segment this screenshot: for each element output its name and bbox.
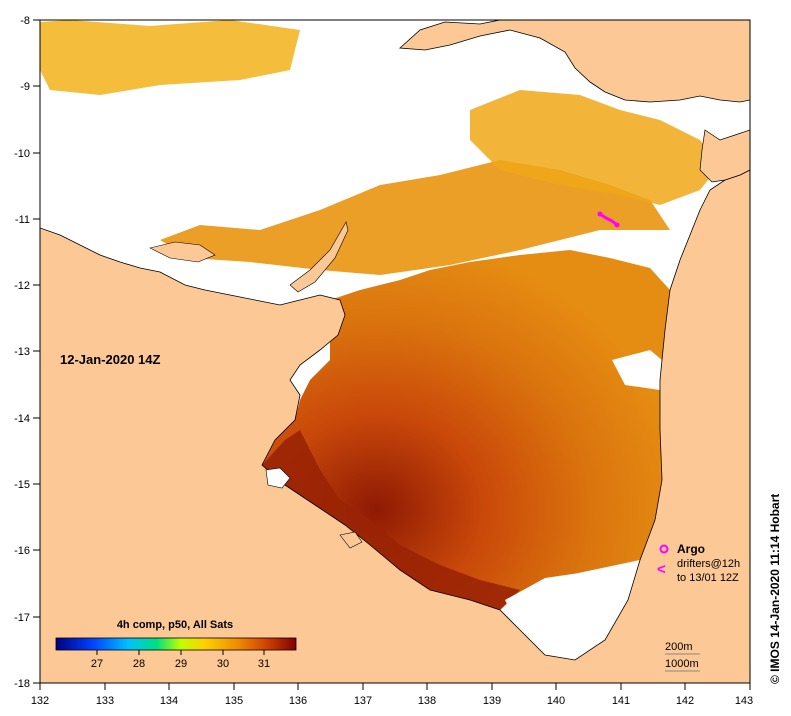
x-tick-133: 133 (96, 695, 114, 707)
x-tick-138: 138 (418, 695, 436, 707)
land-cape-york (699, 129, 750, 183)
x-tick-132: 132 (31, 695, 49, 707)
y-tick-13: -13 (14, 346, 30, 358)
x-tick-140: 140 (547, 695, 565, 707)
y-tick-10: -10 (14, 148, 30, 160)
x-tick-136: 136 (289, 695, 307, 707)
marker-legend: Argo drifters@12h < to 13/01 12Z (657, 542, 740, 584)
land-new-guinea (399, 20, 750, 103)
drifters-label-line1: drifters@12h (677, 558, 740, 570)
drifters-label-line2: to 13/01 12Z (677, 572, 739, 584)
colorbar-tick-30: 30 (217, 658, 229, 670)
y-axis: -8 -9 -10 -11 -12 -13 -14 -15 -16 -17 -1… (14, 15, 40, 690)
x-tick-134: 134 (160, 695, 178, 707)
y-tick-11: -11 (15, 214, 30, 226)
depth-200-label: 200m (665, 641, 693, 653)
colorbar-tick-31: 31 (258, 658, 270, 670)
argo-marker-icon (659, 544, 669, 554)
drifter-track (597, 211, 620, 228)
colorbar-tick-29: 29 (175, 658, 187, 670)
sst-patch-central-north (160, 160, 670, 275)
land-island-west (265, 467, 291, 489)
land-island-south (339, 531, 363, 549)
cloud-patch-southeast-gulf (505, 560, 640, 660)
depth-legend: 200m 1000m (665, 641, 700, 672)
sst-patch-northeast (470, 90, 720, 205)
y-tick-9: -9 (20, 81, 30, 93)
sst-coastal-hot (262, 430, 520, 610)
x-axis: 132 133 134 135 136 137 138 139 140 141 … (31, 683, 753, 707)
colorbar-tick-28: 28 (133, 658, 145, 670)
x-tick-137: 137 (354, 695, 372, 707)
colorbar-tick-27: 27 (91, 658, 103, 670)
y-tick-8: -8 (20, 15, 30, 27)
land-islands-northwest (149, 241, 216, 263)
x-tick-139: 139 (483, 695, 501, 707)
x-tick-142: 142 (676, 695, 694, 707)
cloud-patch-east-gulf (612, 350, 668, 390)
sst-patch-northwest (40, 20, 300, 95)
x-tick-143: 143 (735, 695, 753, 707)
colorbar-gradient (55, 637, 297, 651)
land-arnhem-land (40, 169, 750, 683)
colorbar: 4h comp, p50, All Sats 27 28 29 30 31 (55, 619, 297, 670)
y-tick-15: -15 (14, 479, 30, 491)
argo-label: Argo (677, 542, 705, 556)
x-tick-135: 135 (225, 695, 243, 707)
colorbar-title: 4h comp, p50, All Sats (117, 619, 233, 631)
depth-1000-label: 1000m (665, 658, 699, 670)
y-tick-14: -14 (14, 413, 30, 425)
date-label: 12-Jan-2020 14Z (60, 352, 161, 367)
y-tick-16: -16 (14, 545, 30, 557)
land-wessel-islands (289, 221, 349, 293)
y-tick-12: -12 (14, 280, 30, 292)
y-tick-18: -18 (14, 678, 30, 690)
drifter-marker-icon: < (657, 561, 666, 578)
credit-label: © IMOS 14-Jan-2020 11:14 Hobart (768, 494, 782, 684)
y-tick-17: -17 (14, 612, 30, 624)
x-tick-141: 141 (612, 695, 630, 707)
